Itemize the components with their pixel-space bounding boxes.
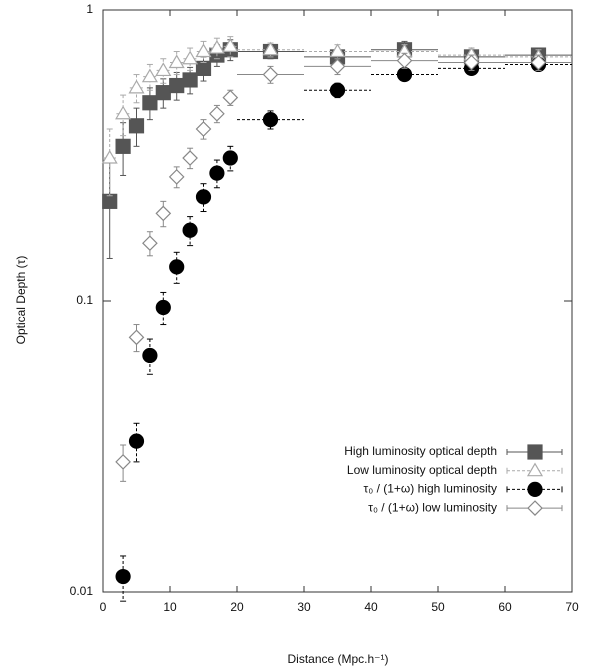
marker <box>128 118 145 134</box>
marker <box>208 39 225 54</box>
x-tick-label: 0 <box>100 600 107 614</box>
y-tick-label: 0.1 <box>76 293 93 307</box>
marker <box>262 66 279 83</box>
legend-label: τ₀ / (1+ω) low luminosity <box>368 500 497 514</box>
marker <box>195 121 212 137</box>
marker <box>155 299 171 316</box>
marker <box>141 68 158 83</box>
marker <box>182 222 198 238</box>
marker <box>128 79 145 94</box>
legend-label: High luminosity optical depth <box>344 444 497 458</box>
marker <box>209 105 225 122</box>
marker <box>102 193 118 209</box>
marker <box>168 54 185 69</box>
x-tick-label: 70 <box>565 600 579 614</box>
y-tick-label: 0.01 <box>70 584 94 598</box>
marker <box>209 165 225 181</box>
marker <box>115 568 131 585</box>
marker <box>168 169 185 185</box>
marker <box>182 150 198 166</box>
marker <box>169 259 185 275</box>
marker <box>101 149 118 164</box>
marker <box>329 82 346 98</box>
marker <box>262 112 279 128</box>
marker <box>115 138 131 154</box>
legend-label: τ₀ / (1+ω) high luminosity <box>364 482 497 496</box>
marker <box>182 72 198 88</box>
marker <box>329 58 346 75</box>
y-axis-label: Optical Depth (τ) <box>14 256 28 345</box>
marker <box>195 189 212 205</box>
marker <box>155 205 172 222</box>
legend-label: Low luminosity optical depth <box>347 463 497 477</box>
marker <box>155 62 172 77</box>
marker <box>142 95 158 111</box>
marker <box>262 41 279 56</box>
x-tick-label: 40 <box>364 600 378 614</box>
x-tick-label: 60 <box>498 600 512 614</box>
x-tick-label: 20 <box>230 600 244 614</box>
marker <box>329 43 346 58</box>
marker <box>128 329 145 346</box>
marker <box>222 150 238 166</box>
marker <box>142 235 158 252</box>
marker <box>530 54 547 71</box>
marker <box>195 43 212 58</box>
marker <box>463 54 480 71</box>
marker <box>128 433 145 449</box>
marker <box>155 85 171 101</box>
marker <box>396 66 413 83</box>
legend-marker <box>527 481 543 497</box>
marker <box>169 77 185 94</box>
x-tick-label: 30 <box>297 600 311 614</box>
marker <box>115 105 132 120</box>
marker <box>222 38 239 52</box>
marker <box>396 52 413 69</box>
marker <box>195 60 212 76</box>
legend-marker <box>526 462 544 477</box>
marker <box>142 347 158 364</box>
legend-marker <box>527 444 543 460</box>
x-tick-label: 50 <box>431 600 445 614</box>
marker <box>115 454 131 470</box>
x-axis-label: Distance (Mpc.h⁻¹) <box>287 652 388 666</box>
legend-marker <box>527 500 543 516</box>
y-tick-label: 1 <box>86 2 93 16</box>
marker <box>222 89 239 106</box>
x-tick-label: 10 <box>163 600 177 614</box>
marker <box>182 50 199 65</box>
